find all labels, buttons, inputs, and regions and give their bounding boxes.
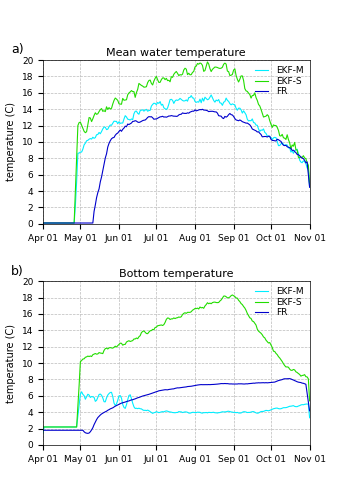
FR: [117, 128, 121, 134]
EKF-M: [147, 108, 151, 114]
FR: [118, 400, 122, 406]
FR: [86, 430, 90, 436]
EKF-M: [148, 408, 152, 414]
Title: Mean water temperature: Mean water temperature: [107, 48, 246, 58]
Legend: EKF-M, EKF-S, FR: EKF-M, EKF-S, FR: [253, 64, 305, 98]
EKF-M: [135, 405, 139, 411]
Y-axis label: temperature (C): temperature (C): [6, 324, 16, 402]
FR: [308, 184, 312, 190]
FR: [41, 220, 45, 226]
Line: FR: FR: [43, 110, 310, 223]
EKF-S: [133, 336, 137, 342]
EKF-S: [73, 424, 77, 430]
Legend: EKF-M, EKF-S, FR: EKF-M, EKF-S, FR: [253, 286, 305, 319]
EKF-M: [209, 92, 213, 98]
EKF-S: [244, 308, 248, 314]
FR: [244, 120, 248, 126]
Text: b): b): [11, 264, 24, 278]
FR: [56, 220, 60, 226]
EKF-S: [133, 94, 137, 100]
EKF-M: [133, 108, 137, 114]
EKF-M: [56, 220, 60, 226]
EKF-S: [244, 88, 248, 94]
EKF-S: [205, 59, 209, 65]
EKF-S: [41, 424, 45, 430]
EKF-S: [73, 187, 77, 193]
FR: [135, 396, 139, 402]
EKF-S: [308, 398, 312, 404]
Line: EKF-M: EKF-M: [43, 392, 310, 433]
EKF-S: [117, 101, 121, 107]
EKF-S: [147, 78, 151, 84]
EKF-M: [244, 409, 248, 415]
Y-axis label: temperature (C): temperature (C): [6, 102, 16, 182]
EKF-M: [244, 112, 248, 118]
EKF-S: [41, 220, 45, 226]
EKF-M: [41, 430, 45, 436]
FR: [147, 114, 151, 119]
FR: [56, 428, 60, 434]
EKF-M: [118, 392, 122, 398]
FR: [201, 106, 205, 112]
EKF-S: [308, 182, 312, 188]
EKF-M: [56, 424, 60, 430]
Text: a): a): [11, 44, 24, 57]
FR: [73, 428, 77, 434]
FR: [41, 428, 45, 434]
Title: Bottom temperature: Bottom temperature: [119, 269, 234, 279]
Line: FR: FR: [43, 378, 310, 434]
EKF-M: [73, 424, 77, 430]
EKF-M: [308, 184, 312, 190]
FR: [133, 118, 137, 124]
EKF-M: [308, 415, 312, 421]
EKF-S: [117, 342, 121, 347]
Line: EKF-S: EKF-S: [43, 62, 310, 223]
EKF-M: [41, 220, 45, 226]
EKF-M: [79, 389, 84, 395]
FR: [244, 381, 248, 387]
EKF-M: [117, 118, 121, 124]
EKF-S: [230, 292, 234, 298]
FR: [73, 220, 77, 226]
EKF-M: [73, 202, 77, 208]
EKF-S: [56, 220, 60, 226]
EKF-S: [147, 329, 151, 335]
FR: [308, 408, 312, 414]
Line: EKF-M: EKF-M: [43, 95, 310, 223]
EKF-S: [56, 424, 60, 430]
Line: EKF-S: EKF-S: [43, 295, 310, 427]
FR: [286, 376, 290, 382]
FR: [148, 391, 152, 397]
